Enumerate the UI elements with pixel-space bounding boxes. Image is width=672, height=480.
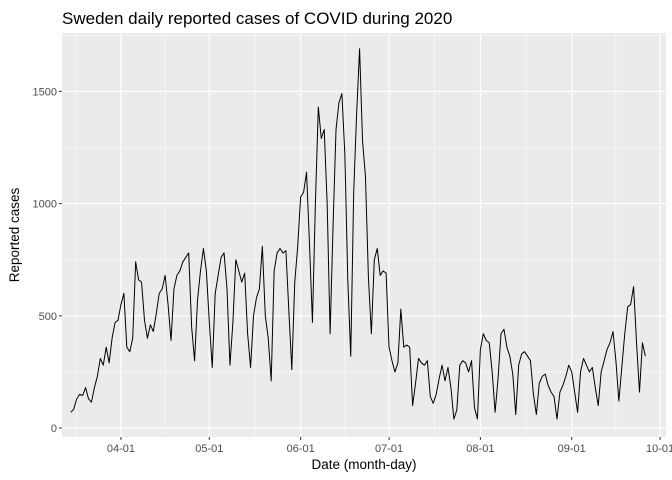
x-tick-label: 08-01 (466, 443, 494, 455)
x-tick-label: 05-01 (195, 443, 223, 455)
y-axis-ticks: 0 500 1000 1500 (33, 86, 62, 435)
x-tick-label: 10-01 (646, 443, 672, 455)
x-axis-title: Date (month-day) (311, 457, 416, 472)
x-axis-ticks: 04-01 05-01 06-01 07-01 08-01 09-01 10-01 (107, 437, 672, 455)
y-tick-label: 1500 (33, 86, 57, 98)
x-tick-label: 09-01 (558, 443, 586, 455)
y-tick-label: 0 (51, 423, 57, 435)
major-gridlines (62, 33, 666, 437)
minor-gridlines (62, 33, 666, 437)
chart-title: Sweden daily reported cases of COVID dur… (62, 9, 452, 28)
plot-panel (62, 33, 666, 437)
y-axis-title: Reported cases (7, 187, 22, 282)
x-tick-label: 07-01 (375, 443, 403, 455)
x-tick-label: 06-01 (287, 443, 315, 455)
y-tick-label: 1000 (33, 199, 57, 211)
x-tick-label: 04-01 (107, 443, 135, 455)
y-tick-label: 500 (39, 311, 57, 323)
series-line (70, 48, 646, 420)
